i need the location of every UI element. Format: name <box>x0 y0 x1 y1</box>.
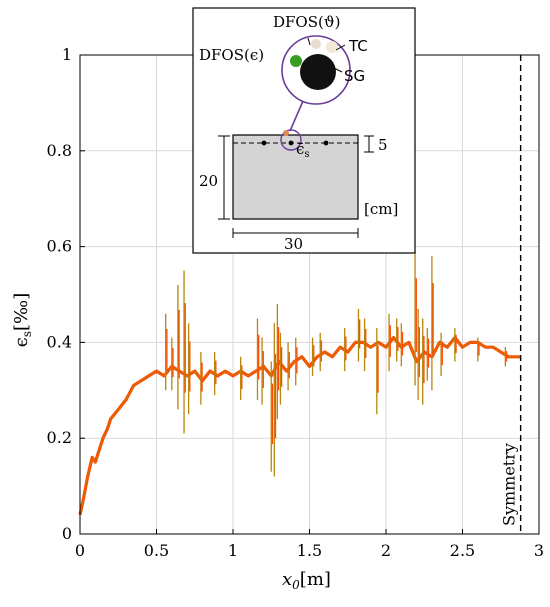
x-tick-label: 2.5 <box>450 541 475 560</box>
y-tick-label: 0.2 <box>47 428 72 447</box>
symmetry-label: Symmetry <box>500 443 519 526</box>
x-tick-label: 0.5 <box>144 541 169 560</box>
x-tick-label: 2 <box>381 541 391 560</box>
magnifier-connector <box>289 100 304 132</box>
cover-dim-label: 5 <box>378 136 388 154</box>
x-tick-label: 0 <box>75 541 85 560</box>
dfos-eps-label: DFOS(ϵ) <box>199 46 264 64</box>
strain-spikes <box>165 251 508 477</box>
section-orange-marker <box>283 130 289 136</box>
x-tick-label: 1 <box>228 541 238 560</box>
strain-series <box>78 336 521 516</box>
unit-label: [cm] <box>364 200 398 218</box>
strain-line-core <box>79 337 521 515</box>
strain-gauge-marker <box>300 54 336 90</box>
y-tick-label: 1 <box>62 45 72 64</box>
rebar-left <box>261 140 267 146</box>
rebar-middle <box>288 140 294 146</box>
tc-leader <box>335 44 346 51</box>
eps-bar-label: ϵ̄s <box>296 140 310 160</box>
section-circle <box>280 129 302 151</box>
dfos-theta-marker <box>311 39 321 49</box>
y-tick-label: 0.4 <box>47 332 72 351</box>
x-axis-label: x0[m] <box>282 569 331 592</box>
y-tick-label: 0.6 <box>47 237 72 256</box>
x-tick-label: 3 <box>534 541 544 560</box>
rebar-right <box>323 140 329 146</box>
dfos-theta-leader <box>307 37 311 46</box>
sg-label: SG <box>344 67 365 85</box>
thermocouple-marker <box>326 41 338 53</box>
y-axis-label: ϵs[‰] <box>11 293 34 347</box>
width-dim-label: 30 <box>284 235 303 253</box>
y-tick-labels: 0 0.2 0.4 0.6 0.8 1 <box>47 45 85 543</box>
tc-label: TC <box>348 37 368 55</box>
x-tick-label: 1.5 <box>297 541 322 560</box>
y-tick-label: 0.8 <box>47 141 72 160</box>
y-tick-label: 0 <box>62 524 72 543</box>
dfos-eps-marker <box>290 55 302 67</box>
dfos-theta-label: DFOS(ϑ) <box>273 13 340 31</box>
depth-dim-label: 20 <box>199 172 218 190</box>
sg-leader <box>333 67 343 73</box>
cross-section-inset: DFOS(ϑ) DFOS(ϵ) TC SG ϵ̄s 20 30 5 [cm] <box>192 7 416 254</box>
